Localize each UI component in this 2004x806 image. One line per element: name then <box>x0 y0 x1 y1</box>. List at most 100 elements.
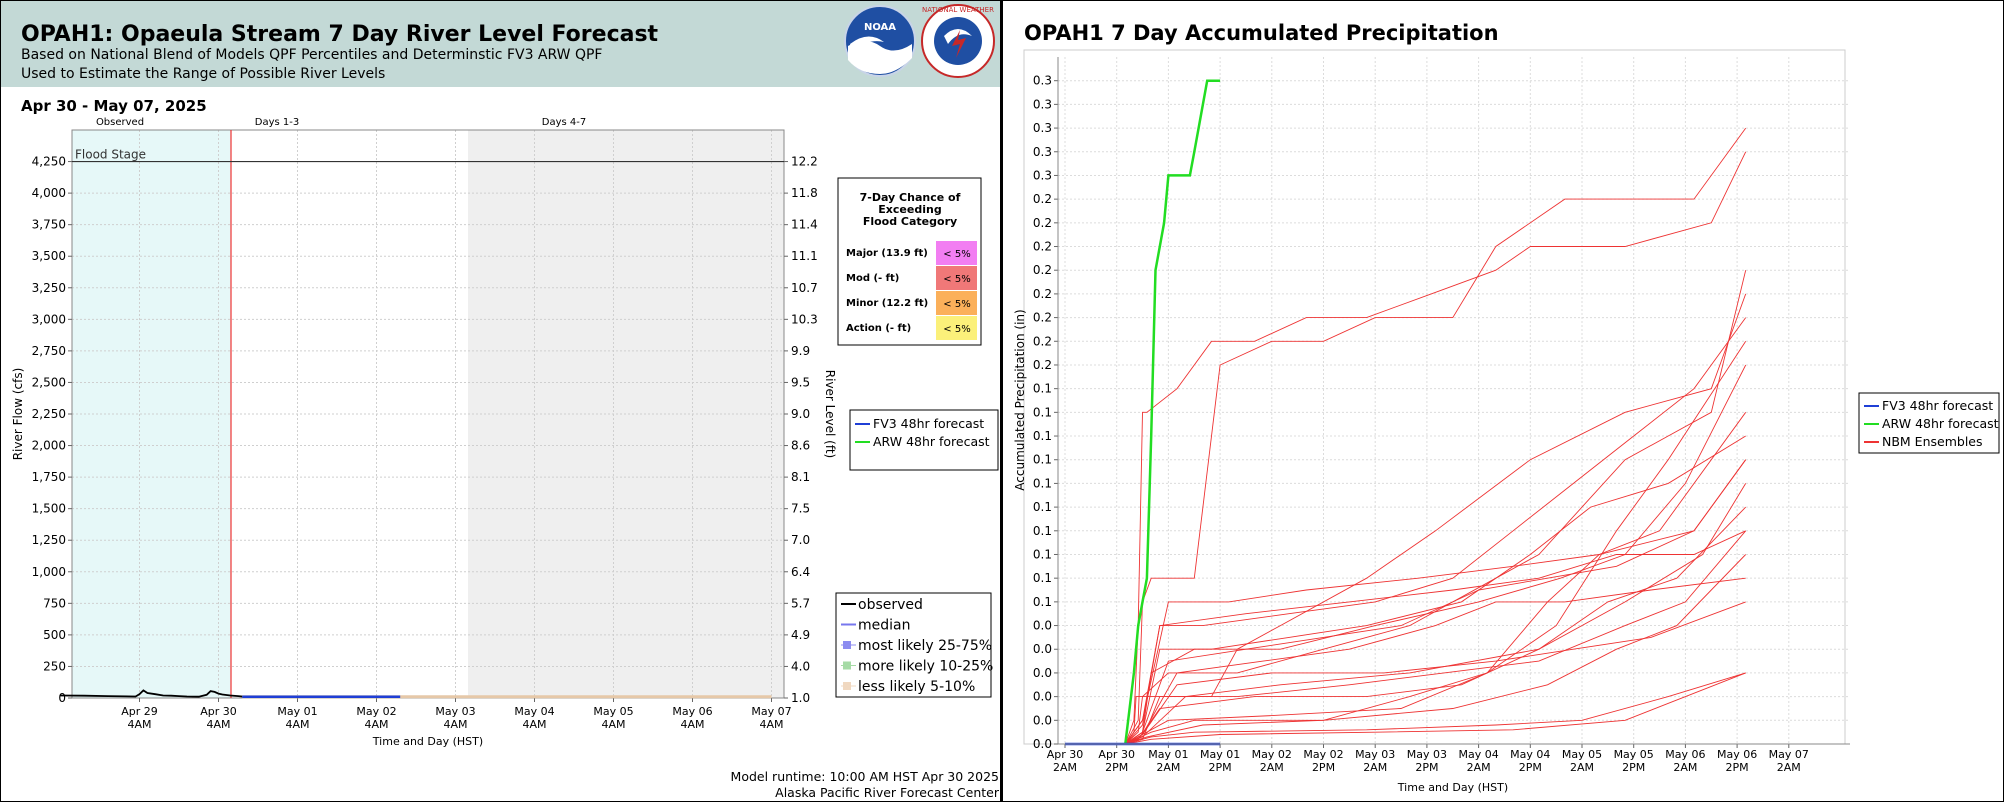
right-x-tick-label: May 02 <box>1303 748 1343 761</box>
left-y-tick-label: 3,500 <box>32 249 66 263</box>
right-x-tick-label: Apr 30 <box>1047 748 1084 761</box>
legend-swatch <box>843 661 851 670</box>
left-panel: OPAH1: Opaeula Stream 7 Day River Level … <box>0 0 1001 800</box>
legend-label: NBM Ensembles <box>1882 434 1983 449</box>
left-y-tick-label: 1,250 <box>32 533 66 547</box>
left-y-tick-label: 250 <box>43 659 66 673</box>
left-x-tick-label-time: 4AM <box>206 718 230 731</box>
right-y-tick-label: 0.3 <box>1033 168 1052 182</box>
left-y-tick-label: 3,750 <box>32 218 66 232</box>
exceedance-swatch <box>936 241 977 265</box>
left-observed-legend: observed median most likely 25-75% more lik… <box>835 592 993 698</box>
svg-text:NATIONAL WEATHER: NATIONAL WEATHER <box>922 6 994 14</box>
zone-label-days-4-7: Days 4-7 <box>542 117 586 128</box>
svg-text:NOAA: NOAA <box>864 22 896 33</box>
right-y-tick-label: 0.2 <box>1033 216 1052 230</box>
noaa-logo: NOAA <box>844 5 916 77</box>
left-y2-tick-label: 9.9 <box>791 344 810 358</box>
right-title: OPAH1 7 Day Accumulated Precipitation <box>1024 21 1499 45</box>
right-y-tick-label: 0.0 <box>1033 690 1052 704</box>
right-x-tick-label: May 03 <box>1355 748 1395 761</box>
nbm-ensemble-line <box>1125 601 1746 745</box>
left-x-tick-label: May 02 <box>356 705 396 718</box>
right-panel: OPAH1 7 Day Accumulated Precipitation 0.… <box>1013 21 2000 794</box>
right-x-tick-label-time: 2AM <box>1777 761 1801 774</box>
left-y2-tick-label: 8.6 <box>791 439 810 453</box>
left-y2-tick-label: 9.0 <box>791 407 810 421</box>
right-x-tick-label-time: 2AM <box>1570 761 1594 774</box>
left-x-tick-label-time: 4AM <box>364 718 388 731</box>
left-y2-tick-label: 11.4 <box>791 218 818 232</box>
exceedance-swatch <box>936 316 977 340</box>
left-x-tick-label-time: 4AM <box>601 718 625 731</box>
right-x-tick-label: May 03 <box>1407 748 1447 761</box>
right-y-tick-label: 0.2 <box>1033 287 1052 301</box>
exceedance-box: 7-Day Chance of Exceeding Flood Category… <box>837 177 982 346</box>
left-y2-tick-label: 1.0 <box>791 691 810 705</box>
right-y-tick-label: 0.0 <box>1033 737 1052 751</box>
observed-line <box>60 689 243 698</box>
right-x-tick-label: May 07 <box>1769 748 1809 761</box>
left-y-axis-ticks: 0 250 500 750 1,000 1,250 1,500 1,750 2,000 2,250… <box>32 155 72 705</box>
flood-stage-label: Flood Stage <box>75 148 146 162</box>
nbm-ensemble-line <box>1124 127 1747 745</box>
nbm-ensemble-line <box>1124 459 1747 745</box>
right-y-tick-label: 0.0 <box>1033 642 1052 656</box>
right-x-tick-label-time: 2PM <box>1519 761 1542 774</box>
exceedance-swatch <box>936 266 977 290</box>
right-x-tick-label: May 04 <box>1510 748 1550 761</box>
right-y-tick-label: 0.1 <box>1033 524 1052 538</box>
left-y-tick-label: 1,750 <box>32 470 66 484</box>
nbm-ensemble-line <box>1125 341 1747 745</box>
left-x-tick-label: Apr 30 <box>200 705 237 718</box>
right-x-tick-label-time: 2PM <box>1105 761 1128 774</box>
observed-zone <box>72 130 231 698</box>
legend-label: FV3 48hr forecast <box>1882 398 1993 413</box>
legend-label: ARW 48hr forecast <box>873 434 990 449</box>
left-y2-axis-label: River Level (ft) <box>823 370 837 458</box>
right-y-tick-label: 0.1 <box>1033 571 1052 585</box>
nws-logo: NATIONAL WEATHER <box>921 4 995 78</box>
right-y-tick-label: 0.0 <box>1033 619 1052 633</box>
left-x-tick-label: May 05 <box>593 705 633 718</box>
right-x-tick-label-time: 2PM <box>1726 761 1749 774</box>
left-y-tick-label: 1,000 <box>32 565 66 579</box>
right-x-tick-label-time: 2PM <box>1312 761 1335 774</box>
left-y2-axis-ticks: 1.0 4.0 4.9 5.7 6.4 7.0 7.5 8.1 8.6 9.0 9.5 9.9 10.3… <box>784 155 818 705</box>
left-x-tick-label: May 06 <box>672 705 712 718</box>
right-y-tick-label: 0.0 <box>1033 713 1052 727</box>
right-y-tick-label: 0.1 <box>1033 500 1052 514</box>
left-y-tick-label: 2,000 <box>32 439 66 453</box>
exceedance-row-label: Major (13.9 ft) <box>846 248 928 259</box>
right-y-tick-label: 0.2 <box>1033 192 1052 206</box>
legend-label: observed <box>858 597 923 613</box>
right-y-tick-label: 0.1 <box>1033 382 1052 396</box>
left-header-bar <box>0 0 1001 87</box>
nbm-ensemble-line <box>1125 577 1746 745</box>
left-y2-tick-label: 10.7 <box>791 281 818 295</box>
left-forecast-legend: FV3 48hr forecast ARW 48hr forecast <box>849 409 999 471</box>
exceedance-row-value: < 5% <box>943 249 970 260</box>
left-y2-tick-label: 10.3 <box>791 312 818 326</box>
right-x-tick-label: May 02 <box>1252 748 1292 761</box>
left-x-tick-label: May 07 <box>751 705 791 718</box>
nbm-ensemble-line <box>1125 672 1746 745</box>
left-y-tick-label: 3,000 <box>32 312 66 326</box>
right-series <box>1065 79 1747 746</box>
right-x-tick-label: May 05 <box>1562 748 1602 761</box>
right-plot-outer <box>1023 49 1846 745</box>
right-x-tick-label-time: 2AM <box>1467 761 1491 774</box>
left-y-tick-label: 3,250 <box>32 281 66 295</box>
legend-label: most likely 25-75% <box>858 638 992 654</box>
nbm-ensemble-line <box>1124 530 1746 745</box>
left-y2-tick-label: 9.5 <box>791 375 810 389</box>
right-x-tick-label-time: 2PM <box>1209 761 1232 774</box>
right-y-tick-label: 0.1 <box>1033 429 1052 443</box>
right-y-axis-ticks: 0.0 0.0 0.0 0.0 0.0 0.0 0.1 0.1 0.1 0.1 0.1 0.1 0.1 0… <box>1033 74 1058 751</box>
left-y-tick-label: 4,000 <box>32 186 66 200</box>
legend-label: ARW 48hr forecast <box>1882 416 1999 431</box>
legend-label: less likely 5-10% <box>858 679 975 695</box>
right-y-tick-label: 0.3 <box>1033 121 1052 135</box>
